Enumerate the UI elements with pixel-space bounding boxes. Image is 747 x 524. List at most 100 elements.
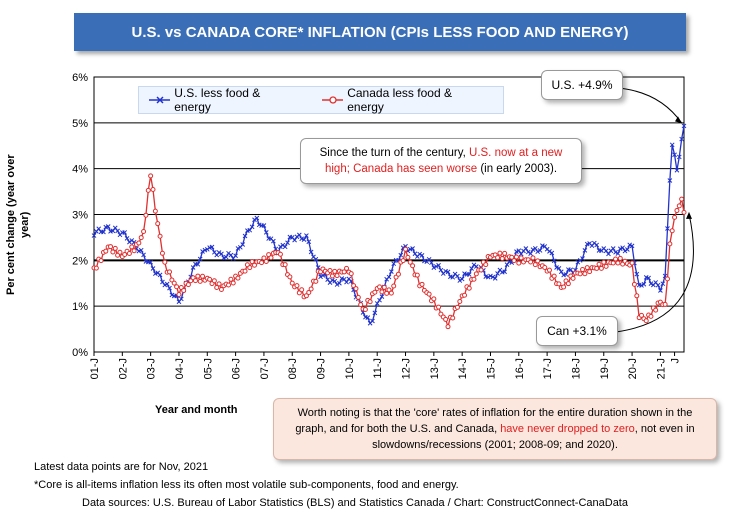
chart-title: U.S. vs CANADA CORE* INFLATION (CPIs LES… [74, 13, 686, 51]
us-point [157, 272, 163, 278]
canada-point [235, 275, 241, 281]
legend-us-label: U.S. less food & energy [174, 86, 261, 114]
us-point [167, 285, 172, 291]
us-point [558, 269, 564, 275]
us-point [178, 296, 184, 302]
canada-point [381, 284, 387, 290]
us-point [410, 246, 415, 251]
x-tick-label: 01-J [89, 358, 101, 379]
canada-point [150, 186, 156, 192]
y-tick-label: 1% [72, 301, 88, 313]
canada-point [570, 275, 576, 281]
canada-point [303, 293, 309, 299]
us-point [138, 247, 144, 253]
canada-point [289, 280, 295, 286]
legend-item-canada: Canada less food & energy [321, 86, 487, 114]
canada-point [242, 268, 248, 274]
canada-point [362, 306, 368, 312]
us-point [426, 256, 432, 262]
canada-point [313, 278, 319, 284]
us-point [190, 265, 196, 270]
us-point [304, 233, 309, 238]
canada-point [145, 187, 151, 193]
us-point [436, 262, 441, 268]
canada-point [249, 259, 255, 265]
canada-point [603, 263, 609, 269]
canada-point [218, 286, 224, 292]
us-point [308, 249, 314, 255]
canada-point [535, 258, 541, 264]
canada-point [405, 254, 411, 260]
us-point [105, 224, 111, 229]
canada-point [400, 258, 406, 264]
canada-point [216, 281, 222, 287]
us-point [528, 251, 533, 256]
us-point [209, 244, 215, 250]
us-point [280, 242, 286, 248]
us-point [535, 249, 541, 255]
us-point [634, 271, 640, 277]
canada-point [93, 265, 99, 271]
canada-point [155, 221, 161, 227]
legend-item-us: U.S. less food & energy [149, 86, 296, 114]
x-tick-label: 14-J [457, 358, 469, 379]
canada-point [327, 268, 333, 274]
canada-point [499, 255, 505, 261]
us-point [658, 288, 663, 293]
canada-point [587, 269, 593, 275]
us-point [254, 215, 260, 221]
canada-point [353, 286, 359, 292]
us-point [676, 154, 682, 160]
x-tick-label: 11-J [372, 358, 384, 379]
x-tick-label: 04-J [174, 358, 186, 379]
canada-point [634, 293, 640, 299]
canada-point [341, 269, 347, 275]
canada-point [516, 260, 522, 266]
us-point [247, 227, 253, 233]
us-point [271, 238, 276, 244]
us-point [91, 233, 97, 238]
x-tick-label: 07-J [259, 358, 271, 379]
us-point [606, 251, 611, 257]
x-tick-label: 20-J [627, 358, 639, 379]
canada-point [131, 248, 137, 254]
canada-point [261, 255, 267, 261]
canada-point [358, 302, 364, 308]
canada-point [518, 255, 524, 261]
us-point [613, 249, 618, 255]
us-point [164, 281, 170, 287]
canada-point [551, 273, 557, 279]
canada-point [454, 304, 460, 310]
canada-point [483, 262, 489, 268]
x-axis-label: Year and month [155, 404, 238, 416]
canada-point [195, 273, 201, 279]
canada-point [176, 291, 182, 297]
us-point [681, 123, 687, 129]
canada-point [171, 280, 177, 286]
us-point [669, 142, 675, 148]
callout-top-tail: (in early 2003). [477, 163, 558, 175]
us-point [141, 252, 146, 258]
canada-point [167, 269, 173, 275]
us-point [457, 278, 463, 283]
canada-point [299, 287, 305, 293]
callout-bottom-text: Worth noting is that the 'core' rates of… [295, 407, 693, 435]
us-point [455, 273, 460, 279]
canada-point [98, 258, 104, 264]
us-point [627, 242, 633, 248]
us-point [242, 233, 248, 239]
canada-point [355, 294, 361, 300]
us-point [603, 248, 609, 254]
canada-point [532, 262, 538, 268]
us-point [216, 250, 222, 255]
canada-point [332, 268, 338, 274]
canada-point [306, 289, 312, 295]
us-point [370, 318, 375, 324]
canada-point [391, 283, 397, 289]
us-point [679, 136, 684, 142]
us-point [466, 272, 472, 277]
canada-point [466, 285, 472, 291]
us-point [374, 301, 380, 306]
us-point [219, 251, 224, 257]
